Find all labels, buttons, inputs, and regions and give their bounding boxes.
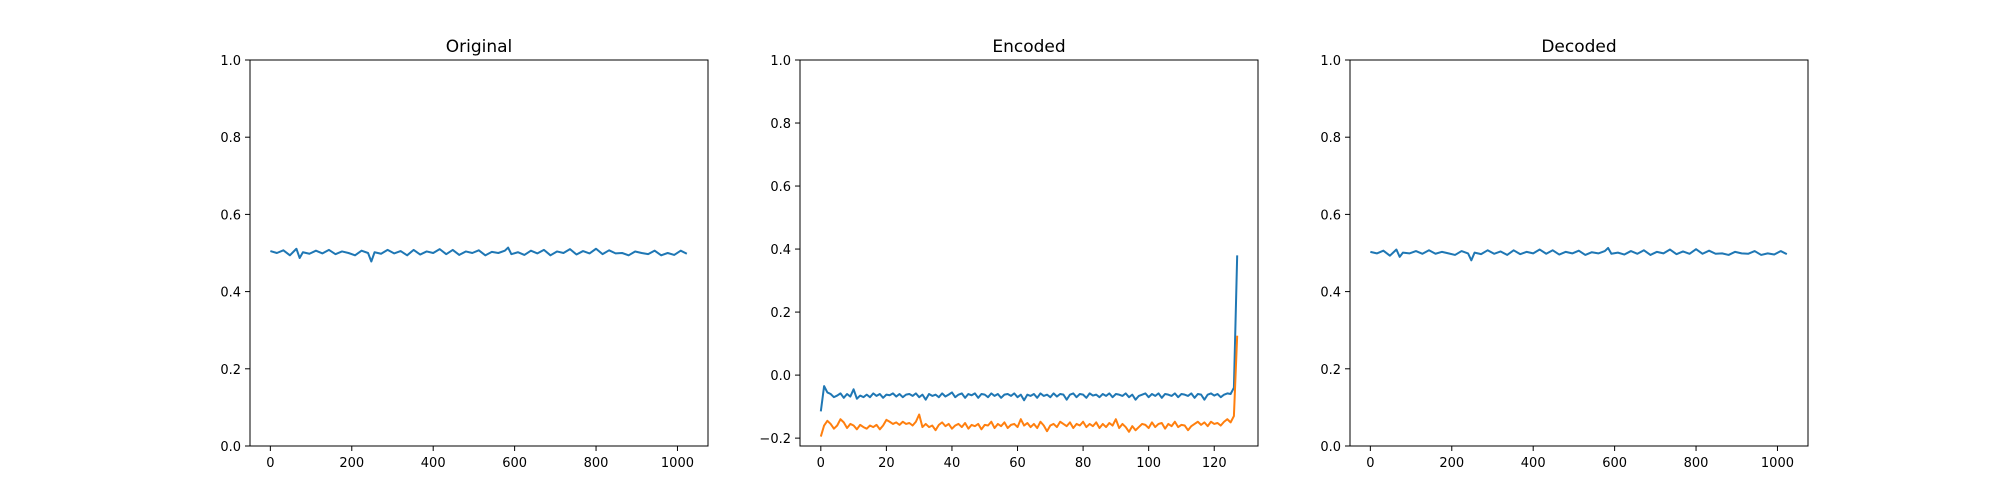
x-tick-label: 800	[584, 456, 609, 471]
y-tick-label: 0.4	[770, 243, 791, 258]
y-tick-label: 0.8	[220, 131, 241, 146]
x-tick-label: 100	[1136, 456, 1161, 471]
x-tick-label: 200	[339, 456, 364, 471]
y-tick-label: 1.0	[770, 54, 791, 69]
x-tick-label: 60	[1009, 456, 1026, 471]
x-tick-label: 400	[421, 456, 446, 471]
y-tick-label: 1.0	[1320, 54, 1341, 69]
chart-title: Encoded	[992, 37, 1065, 57]
chart-panel-3: 0 200 400 600 800 1000 0.0 0.2 0.4 0.6 0.8 1.0 Decod…	[1320, 37, 1809, 471]
y-tick-label: 0.2	[1320, 363, 1341, 378]
x-tick-label: 600	[1602, 456, 1627, 471]
series-line-2	[819, 335, 1239, 437]
y-tick-label: 0.8	[770, 117, 791, 132]
x-tick-label: 80	[1075, 456, 1092, 471]
series-line-1	[1370, 246, 1788, 262]
x-tick-label: 800	[1684, 456, 1709, 471]
x-tick-label: 40	[944, 456, 961, 471]
y-tick-label: 0.8	[1320, 131, 1341, 146]
axes-frame	[799, 59, 1259, 447]
y-tick-label: 0.6	[770, 180, 791, 195]
x-tick-label: 200	[1439, 456, 1464, 471]
y-tick-label: −0.2	[759, 432, 791, 447]
chart-title: Original	[446, 37, 513, 57]
axes-frame	[249, 59, 709, 447]
y-tick-label: 0.0	[220, 440, 241, 455]
x-tick-label: 600	[502, 456, 527, 471]
y-tick-label: 1.0	[220, 54, 241, 69]
series-line-1	[819, 255, 1239, 412]
y-tick-label: 0.6	[1320, 208, 1341, 223]
x-tick-label: 0	[1366, 456, 1374, 471]
x-tick-label: 20	[878, 456, 895, 471]
chart-panel-1: 0 200 400 600 800 1000 0.0 0.2 0.4 0.6 0.8 1.0 Origi…	[220, 37, 709, 471]
axes-frame	[1349, 59, 1809, 447]
y-tick-label: 0.2	[220, 363, 241, 378]
x-tick-label: 0	[817, 456, 825, 471]
chart-panel-2: 0 20 40 60 80 100 120 −0.2 0.0 0.2 0.4 0.6 0.8 1.0 Enc…	[759, 37, 1259, 471]
x-tick-label: 120	[1202, 456, 1227, 471]
x-tick-label: 0	[266, 456, 274, 471]
y-tick-label: 0.0	[770, 369, 791, 384]
chart-title: Decoded	[1541, 37, 1616, 57]
x-tick-label: 1000	[661, 456, 694, 471]
x-tick-label: 400	[1521, 456, 1546, 471]
y-tick-label: 0.6	[220, 208, 241, 223]
x-tick-label: 1000	[1761, 456, 1794, 471]
y-tick-label: 0.4	[220, 286, 241, 301]
series-line-1	[270, 246, 688, 263]
y-tick-label: 0.0	[1320, 440, 1341, 455]
y-tick-label: 0.2	[770, 306, 791, 321]
y-tick-label: 0.4	[1320, 286, 1341, 301]
